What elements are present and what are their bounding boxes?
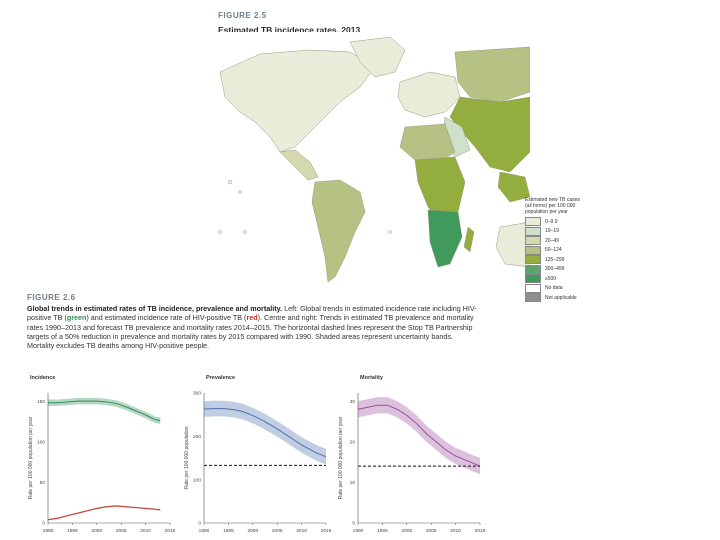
legend-label: Not applicable <box>545 294 577 301</box>
x-tick-label: 1990 <box>43 528 54 534</box>
legend-label: 300–499 <box>545 266 565 273</box>
chart-incidence-title: Incidence <box>30 375 56 381</box>
map-south-america <box>311 179 366 283</box>
legend-swatch <box>525 283 541 293</box>
legend-title: Estimated new TB cases (all forms) per 1… <box>525 197 580 215</box>
series-line <box>47 505 161 521</box>
world-map <box>200 32 530 297</box>
series-line <box>203 408 327 458</box>
uncertainty-band <box>204 400 326 465</box>
legend-item: 125–299 <box>525 255 585 265</box>
x-tick-label: 1990 <box>199 528 210 534</box>
legend-swatch <box>525 255 541 265</box>
x-tick-label: 1995 <box>377 528 388 534</box>
chart-mortality-title: Mortality <box>360 375 383 381</box>
y-tick-label: 30 <box>350 399 356 405</box>
y-tick-label: 0 <box>42 521 45 527</box>
figure-2-6-label: FIGURE 2.6 <box>27 293 76 302</box>
x-tick-label: 1995 <box>67 528 78 534</box>
legend-swatch <box>525 264 541 274</box>
y-tick-label: 300 <box>193 391 201 397</box>
x-tick-label: 2005 <box>426 528 437 534</box>
series-line <box>48 400 161 422</box>
legend-label: ≥500 <box>545 275 557 282</box>
legend-item: No data <box>525 283 585 294</box>
legend-item: 50–124 <box>525 245 585 256</box>
x-tick-label: 2000 <box>401 528 412 534</box>
map-central-america <box>279 149 319 181</box>
map-southeast-asia <box>497 171 530 203</box>
x-tick-label: 2005 <box>116 528 127 534</box>
figure-2-5-label: FIGURE 2.5 <box>218 11 267 20</box>
legend-label: 0–9.9 <box>545 218 558 225</box>
caption-part-2: ) and estimated incidence rate of HIV-po… <box>86 313 247 323</box>
y-tick-label: 100 <box>37 439 45 445</box>
prevalence-chart: Rate per 100 000 population 0 100 200 300 199… <box>184 391 332 534</box>
y-tick-label: 50 <box>40 480 46 486</box>
uncertainty-band <box>358 397 480 475</box>
figure-2-6-caption: Global trends in estimated rates of TB i… <box>27 304 482 350</box>
y-tick-label: 20 <box>350 439 356 445</box>
legend-label: 20–49 <box>545 237 559 244</box>
y-tick-label: 200 <box>193 434 201 440</box>
incidence-chart: Rate per 100 000 population per year 0 50 1… <box>28 393 176 534</box>
mortality-chart: Rate per 100 000 population per year 0 10 2… <box>338 393 486 534</box>
legend-item: 0–9.9 <box>525 217 585 227</box>
caption-green: green <box>66 313 87 323</box>
x-tick-label: 2005 <box>272 528 283 534</box>
caption-red: red <box>246 313 258 323</box>
legend-swatch <box>525 226 541 236</box>
caption-part-3: ). Centre and right: Trends in estimated… <box>27 313 474 351</box>
caption-bold: Global trends in estimated rates of TB i… <box>27 304 283 313</box>
legend-item: 300–499 <box>525 264 585 275</box>
y-tick-label: 100 <box>193 477 201 483</box>
legend-swatch <box>525 293 541 303</box>
legend-item: Not applicable <box>525 293 585 303</box>
legend-item: ≥500 <box>525 274 585 284</box>
legend-label: 125–299 <box>545 256 565 263</box>
x-tick-label: 2015 <box>165 528 176 534</box>
x-tick-label: 1995 <box>223 528 234 534</box>
x-tick-label: 2010 <box>140 528 151 534</box>
map-north-america <box>219 49 376 153</box>
figure-2-5-title: Estimated TB incidence rates, 2013 <box>218 25 361 35</box>
x-tick-label: 1990 <box>353 528 364 534</box>
chart-prevalence-title: Prevalence <box>206 375 236 381</box>
uncertainty-band <box>48 397 161 424</box>
map-madagascar <box>463 226 475 253</box>
legend-swatch <box>525 274 541 284</box>
y-tick-label: 10 <box>350 480 356 486</box>
x-tick-label: 2015 <box>475 528 486 534</box>
legend-label: 10–19 <box>545 228 559 235</box>
legend-swatch <box>525 217 541 227</box>
map-europe <box>397 71 461 118</box>
caption-part-1: Left: Global trends in estimated inciden… <box>27 304 477 323</box>
y-tick-label: 150 <box>37 399 45 405</box>
legend-item: 20–49 <box>525 236 585 246</box>
map-legend: Estimated new TB cases (all forms) per 1… <box>525 197 585 303</box>
y-axis-label: Rate per 100 000 population per year <box>28 416 34 499</box>
x-tick-label: 2000 <box>91 528 102 534</box>
legend-swatch <box>525 245 541 255</box>
y-tick-label: 0 <box>352 521 355 527</box>
legend-label: 50–124 <box>545 247 562 254</box>
legend-label: No data <box>545 285 563 292</box>
x-tick-label: 2010 <box>296 528 307 534</box>
legend-swatch <box>525 236 541 246</box>
x-tick-label: 2015 <box>321 528 332 534</box>
x-tick-label: 2010 <box>450 528 461 534</box>
y-axis-label: Rate per 100 000 population per year <box>338 416 344 499</box>
x-tick-label: 2000 <box>247 528 258 534</box>
map-southern-africa <box>427 209 463 268</box>
series-line <box>357 404 481 467</box>
map-greenland <box>349 36 406 78</box>
y-tick-label: 0 <box>198 521 201 527</box>
legend-item: 10–19 <box>525 226 585 237</box>
y-axis-label: Rate per 100 000 population <box>184 426 190 489</box>
